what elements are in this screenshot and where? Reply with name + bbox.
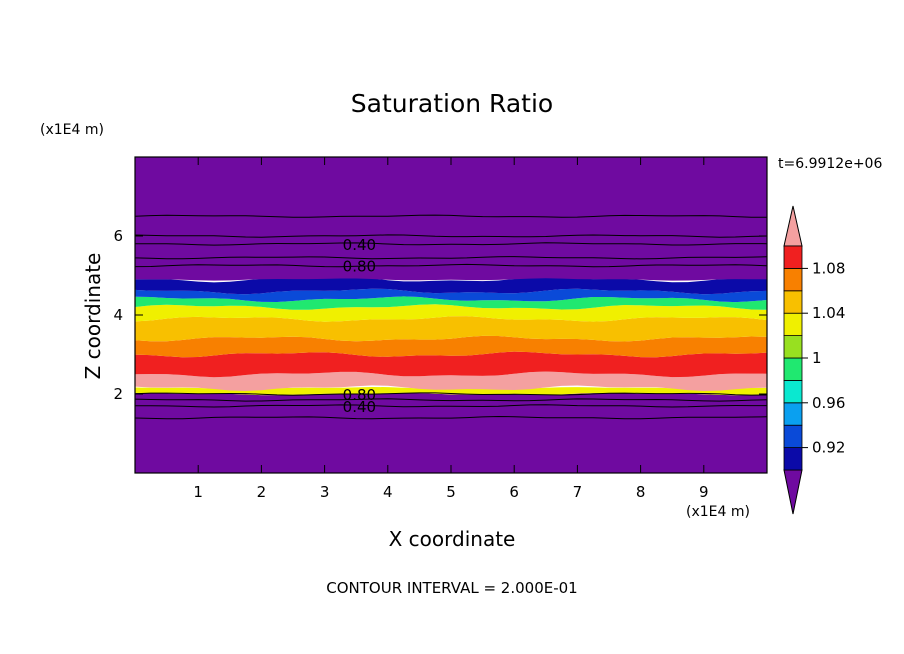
contour-band: [135, 392, 767, 473]
colorbar-swatch: [783, 447, 803, 471]
colorbar-swatch: [783, 335, 803, 359]
contour-lines: 0.400.800.800.40: [135, 214, 767, 420]
colorbar-label: 0.96: [812, 394, 845, 412]
y-tick-label: 2: [113, 385, 123, 403]
x-axis-title: X coordinate: [389, 527, 516, 551]
contour-line: [135, 256, 767, 260]
contour-band: [135, 288, 767, 303]
contour-band: [135, 296, 767, 310]
contour-band: [135, 371, 767, 391]
contour-line: [135, 234, 767, 238]
colorbar-swatch: [783, 402, 803, 426]
contour-line: [135, 415, 767, 420]
x-tick-label: 7: [573, 483, 583, 501]
x-tick-label: 3: [320, 483, 330, 501]
contour-interval-note: CONTOUR INTERVAL = 2.000E-01: [326, 579, 577, 597]
contour-label: 0.80: [343, 258, 376, 276]
contour-band: [135, 304, 767, 322]
x-tick-label: 9: [699, 483, 709, 501]
contour-band: [135, 276, 767, 295]
colorbar-label: 1: [812, 349, 822, 367]
colorbar-label: 0.92: [812, 439, 845, 457]
time-label: t=6.9912e+06: [778, 156, 882, 172]
x-tick-label: 6: [509, 483, 519, 501]
colorbar-swatch: [783, 290, 803, 314]
y-axis-ticks: 2 4 6: [113, 227, 767, 403]
y-unit-label: (x1E4 m): [40, 122, 104, 138]
x-tick-label: 5: [446, 483, 456, 501]
y-axis-title: Z coordinate: [81, 253, 105, 380]
colorbar-swatch: [783, 245, 803, 269]
filled-contours: [135, 157, 767, 473]
contour-band: [135, 351, 767, 378]
contour-line: [135, 392, 767, 396]
colorbar-swatch: [783, 267, 803, 292]
colorbar: 0.92 0.96 1 1.04 1.08: [783, 205, 845, 515]
contour-line: [135, 214, 767, 218]
colorbar-swatch: [783, 357, 803, 381]
x-tick-label: 8: [636, 483, 646, 501]
contour-band: [135, 335, 767, 358]
contour-band: [135, 157, 767, 281]
contour-band: [135, 316, 767, 342]
y-tick-label: 4: [113, 306, 123, 324]
x-unit-label: (x1E4 m): [686, 504, 750, 520]
colorbar-label: 1.04: [812, 304, 845, 322]
contour-label: 0.40: [343, 236, 376, 254]
y-tick-label: 6: [113, 227, 123, 245]
x-tick-label: 4: [383, 483, 393, 501]
colorbar-label: 1.08: [812, 259, 845, 277]
colorbar-swatch: [783, 312, 803, 337]
contour-label: 0.40: [343, 398, 376, 416]
contour-line: [135, 263, 767, 268]
contour-line: [135, 242, 767, 246]
x-tick-label: 1: [193, 483, 203, 501]
x-tick-label: 2: [257, 483, 267, 501]
contour-line: [135, 398, 767, 402]
x-axis-ticks: 1 2 3 4 5 6 7 8 9: [193, 157, 709, 501]
colorbar-swatch: [783, 379, 803, 404]
contour-band: [135, 387, 767, 396]
colorbar-swatch: [783, 424, 803, 449]
contour-line: [135, 404, 767, 408]
chart-title: Saturation Ratio: [351, 89, 553, 118]
